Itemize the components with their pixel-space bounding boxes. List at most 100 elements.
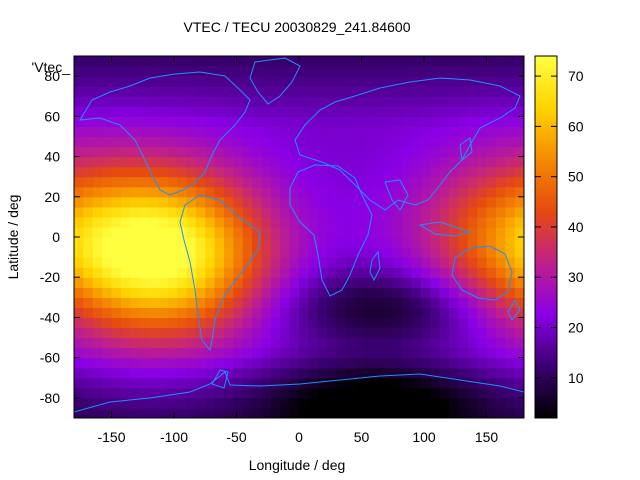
heatmap-cell (477, 76, 488, 87)
heatmap-cell (430, 337, 441, 349)
heatmap-cell (130, 76, 141, 87)
heatmap-cell (289, 307, 300, 319)
heatmap-cell (336, 156, 347, 168)
heatmap-cell (392, 96, 403, 107)
heatmap-cell (392, 156, 403, 168)
heatmap-cell (252, 387, 263, 399)
y-tick-label: 60 (44, 108, 60, 124)
heatmap-cell (299, 367, 309, 379)
heatmap-cell (242, 297, 253, 308)
heatmap-cell (92, 216, 103, 228)
heatmap-cell (83, 347, 94, 359)
heatmap-cell (158, 176, 169, 188)
heatmap-cell (336, 367, 347, 379)
heatmap-cell (158, 86, 169, 97)
heatmap-cell (242, 367, 253, 379)
heatmap-cell (317, 176, 328, 188)
heatmap-cell (402, 307, 413, 319)
heatmap-cell (420, 86, 431, 97)
heatmap-cell (458, 96, 469, 107)
heatmap-cell (430, 106, 441, 117)
heatmap-cell (336, 267, 347, 278)
heatmap-cell (92, 96, 103, 107)
heatmap-cell (280, 146, 291, 158)
heatmap-cell (120, 66, 131, 77)
heatmap-cell (458, 347, 469, 359)
heatmap-cell (430, 357, 441, 369)
heatmap-cell (280, 216, 291, 228)
heatmap-cell (139, 257, 150, 268)
heatmap-cell (402, 106, 413, 117)
heatmap-cell (270, 307, 281, 319)
heatmap-cell (130, 166, 141, 178)
heatmap-cell (195, 216, 206, 228)
heatmap-cell (308, 166, 319, 178)
heatmap-cell (224, 307, 234, 319)
heatmap-cell (186, 166, 197, 178)
heatmap-cell (130, 387, 141, 399)
heatmap-cell (120, 76, 131, 87)
heatmap-cell (467, 317, 478, 329)
heatmap-cell (205, 56, 216, 67)
heatmap-cell (355, 347, 366, 359)
heatmap-cell (102, 136, 113, 148)
heatmap-cell (514, 367, 524, 379)
heatmap-cell (439, 96, 450, 107)
heatmap-cell (364, 247, 375, 258)
heatmap-cell (430, 377, 441, 389)
heatmap-cell (336, 136, 347, 148)
heatmap-cell (449, 206, 459, 218)
heatmap-cell (514, 116, 524, 127)
heatmap-cell (430, 226, 441, 238)
heatmap-cell (158, 267, 169, 278)
heatmap-cell (195, 56, 206, 67)
heatmap-cell (139, 196, 150, 208)
heatmap-cell (280, 257, 291, 268)
heatmap-cell (364, 237, 375, 248)
heatmap-cell (139, 237, 150, 248)
heatmap-cell (402, 377, 413, 389)
heatmap-cell (280, 407, 291, 418)
heatmap-cell (364, 257, 375, 268)
heatmap-cell (495, 176, 506, 188)
heatmap-cell (280, 196, 291, 208)
heatmap-cell (261, 206, 272, 218)
heatmap-cell (467, 367, 478, 379)
heatmap-cell (214, 176, 225, 188)
heatmap-cell (505, 287, 516, 298)
heatmap-cell (308, 126, 319, 138)
heatmap-cell (364, 156, 375, 168)
heatmap-cell (299, 216, 309, 228)
heatmap-cell (411, 196, 422, 208)
heatmap-cell (139, 226, 150, 238)
heatmap-cell (149, 347, 159, 359)
x-tick-label: -150 (97, 429, 125, 445)
heatmap-cell (158, 347, 169, 359)
heatmap-cell (411, 56, 422, 67)
heatmap-cell (411, 86, 422, 97)
heatmap-cell (167, 287, 178, 298)
heatmap-cell (308, 257, 319, 268)
heatmap-cell (327, 226, 338, 238)
heatmap-cell (149, 327, 159, 339)
heatmap-cell (83, 206, 94, 218)
heatmap-cell (158, 76, 169, 87)
heatmap-cell (195, 126, 206, 138)
heatmap-cell (392, 317, 403, 329)
heatmap-cell (336, 297, 347, 308)
heatmap-cell (149, 56, 159, 67)
heatmap-cells (74, 56, 524, 418)
heatmap-cell (495, 307, 506, 319)
heatmap-cell (270, 297, 281, 308)
heatmap-cell (364, 327, 375, 339)
heatmap-cell (308, 136, 319, 148)
heatmap-cell (299, 277, 309, 288)
heatmap-cell (111, 96, 122, 107)
heatmap-cell (317, 126, 328, 138)
heatmap-cell (327, 186, 338, 198)
heatmap-cell (308, 267, 319, 278)
heatmap-cell (83, 317, 94, 329)
heatmap-cell (177, 287, 188, 298)
heatmap-cell (167, 196, 178, 208)
heatmap-cell (420, 307, 431, 319)
